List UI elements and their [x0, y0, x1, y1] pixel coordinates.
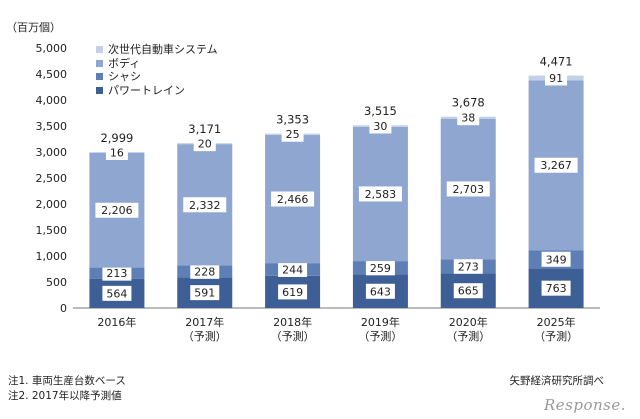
- legend-swatch: [96, 46, 103, 54]
- y-tick-label: 5,000: [36, 42, 68, 55]
- legend-swatch: [96, 86, 103, 94]
- total-label: 3,171: [188, 122, 221, 136]
- data-label: 2,332: [189, 199, 221, 212]
- legend-label: シャシ: [108, 70, 141, 83]
- data-label-box: [278, 261, 308, 277]
- data-label: 2,703: [453, 183, 485, 196]
- legend-item: パワートレイン: [96, 84, 218, 98]
- y-tick-label: 500: [46, 276, 67, 289]
- data-label-box: [453, 283, 483, 299]
- y-tick-label: 1,000: [36, 250, 68, 263]
- x-tick-label: （予測）: [358, 329, 402, 343]
- x-tick-label: （予測）: [271, 329, 315, 343]
- data-label-box: [457, 110, 480, 126]
- x-tick-label: （予測）: [446, 329, 490, 343]
- legend: 次世代自動車システム ボディ シャシ パワートレイン: [96, 43, 218, 97]
- x-tick-label: 2018年: [273, 315, 312, 329]
- data-label: 213: [106, 267, 127, 280]
- data-label-box: [534, 157, 578, 173]
- legend-item: ボディ: [96, 57, 218, 71]
- legend-label: 次世代自動車システム: [108, 43, 218, 56]
- data-label: 763: [546, 282, 567, 295]
- legend-item: シャシ: [96, 70, 218, 84]
- data-label-box: [365, 283, 395, 299]
- total-label: 3,353: [276, 113, 309, 127]
- data-label-box: [102, 265, 132, 281]
- data-label-box: [95, 202, 139, 218]
- data-label-box: [545, 70, 568, 86]
- data-label-box: [446, 181, 490, 197]
- data-label: 91: [549, 72, 563, 85]
- data-label: 2,206: [101, 204, 133, 217]
- x-tick-label: 2017年: [185, 315, 224, 329]
- x-tick-label: （予測）: [534, 329, 578, 343]
- data-label: 349: [546, 253, 567, 266]
- x-tick-label: 2019年: [361, 315, 400, 329]
- y-axis-unit-label: （百万個）: [6, 21, 61, 34]
- data-label-box: [183, 197, 227, 213]
- y-tick-label: 1,500: [36, 224, 68, 237]
- data-label: 244: [282, 263, 303, 276]
- data-label-box: [190, 285, 220, 301]
- data-label-box: [190, 263, 220, 279]
- legend-label: パワートレイン: [108, 83, 185, 97]
- legend-label: ボディ: [108, 56, 141, 70]
- data-label-box: [369, 118, 392, 134]
- footnote-2: 注2. 2017年以降予測値: [8, 390, 122, 402]
- data-label: 591: [194, 287, 215, 300]
- data-label: 16: [110, 146, 124, 159]
- data-label: 643: [370, 285, 391, 298]
- total-label: 4,471: [540, 55, 573, 69]
- x-tick-label: （予測）: [183, 329, 227, 343]
- y-tick-label: 4,000: [36, 94, 68, 107]
- legend-item: 次世代自動車システム: [96, 43, 218, 57]
- footnote-1: 注1. 車両生産台数ベース: [8, 375, 126, 387]
- data-label-box: [541, 251, 571, 267]
- y-tick-label: 3,000: [36, 146, 68, 159]
- source-credit: 矢野経済研究所調べ: [509, 375, 605, 387]
- data-label-box: [102, 285, 132, 301]
- data-label: 2,466: [277, 193, 309, 206]
- y-tick-label: 0: [60, 302, 67, 315]
- data-label: 2,583: [365, 188, 397, 201]
- x-tick-label: 2025年: [537, 315, 576, 329]
- total-label: 3,515: [364, 104, 397, 118]
- data-label-box: [278, 284, 308, 300]
- data-label: 619: [282, 286, 303, 299]
- y-tick-label: 4,500: [36, 68, 68, 81]
- data-label: 30: [373, 120, 387, 133]
- total-label: 2,999: [100, 131, 133, 145]
- data-label: 228: [194, 265, 215, 278]
- data-label: 259: [370, 262, 391, 275]
- data-label-box: [193, 136, 216, 152]
- data-label: 25: [286, 128, 300, 141]
- x-tick-label: 2016年: [97, 315, 136, 329]
- data-label-box: [453, 258, 483, 274]
- legend-swatch: [96, 73, 103, 81]
- y-tick-label: 2,500: [36, 172, 68, 185]
- total-label: 3,678: [452, 96, 485, 110]
- data-label-box: [541, 280, 571, 296]
- data-label: 20: [198, 138, 212, 151]
- x-tick-label: 2020年: [449, 315, 488, 329]
- data-label-box: [358, 186, 402, 202]
- data-label: 273: [458, 260, 479, 273]
- data-label: 3,267: [540, 159, 572, 172]
- y-tick-label: 2,000: [36, 198, 68, 211]
- data-label-box: [271, 191, 315, 207]
- data-label: 38: [461, 112, 475, 125]
- data-label: 665: [458, 285, 479, 298]
- data-label-box: [281, 126, 304, 142]
- data-label-box: [365, 260, 395, 276]
- response-logo: Response.: [543, 396, 626, 414]
- data-label-box: [105, 144, 128, 160]
- y-tick-label: 3,500: [36, 120, 68, 133]
- legend-swatch: [96, 59, 103, 67]
- data-label: 564: [106, 287, 127, 300]
